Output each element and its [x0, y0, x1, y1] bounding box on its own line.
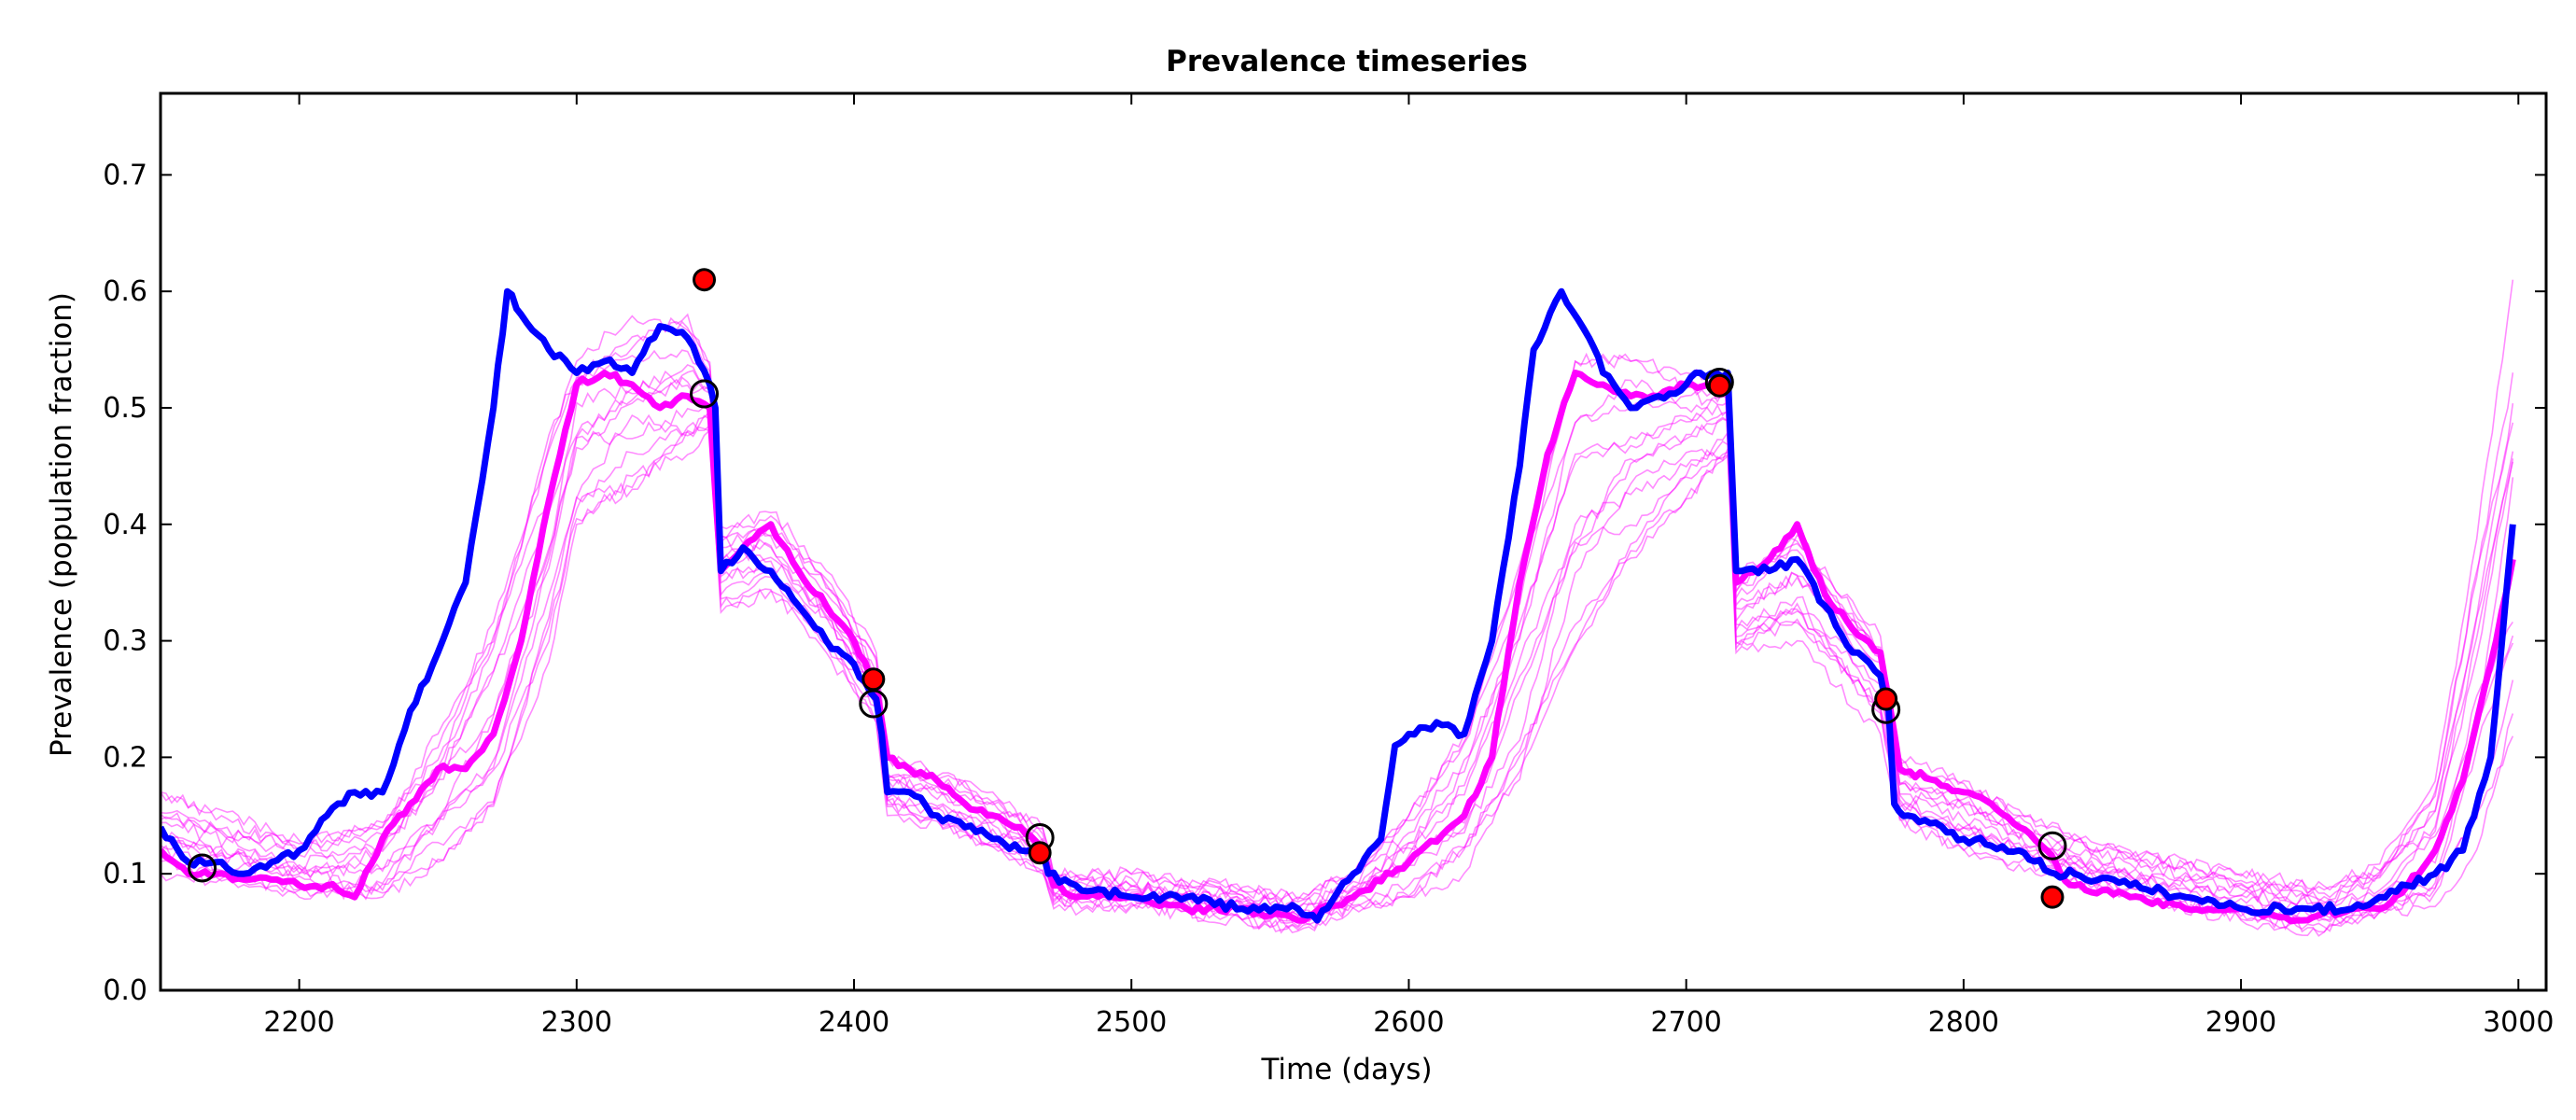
y-tick-label: 0.6 [103, 275, 147, 308]
x-tick-label: 2800 [1928, 1006, 1999, 1039]
ensemble-lines [161, 279, 2514, 937]
red-marker [2040, 885, 2065, 909]
ensemble-line [161, 279, 2514, 902]
ensemble-line [161, 421, 2514, 924]
red-marker [861, 667, 886, 692]
x-tick-label: 3000 [2483, 1006, 2554, 1039]
ensemble-line [161, 370, 2514, 921]
y-tick-label: 0.1 [103, 858, 147, 890]
ensemble-line [161, 376, 2514, 924]
y-tick-label: 0.7 [103, 159, 147, 191]
ensemble-line [161, 313, 2514, 902]
x-tick-label: 2500 [1096, 1006, 1167, 1039]
y-tick-label: 0.3 [103, 625, 147, 658]
x-tick-label: 2900 [2205, 1006, 2276, 1039]
y-tick-label: 0.0 [103, 974, 147, 1007]
main-lines [161, 287, 2516, 925]
open-marker [188, 853, 217, 883]
red-marker [1707, 373, 1731, 398]
y-tick-label: 0.5 [103, 392, 147, 425]
x-tick-label: 2600 [1373, 1006, 1444, 1039]
ensemble-line [161, 363, 2514, 913]
y-tick-label: 0.4 [103, 509, 147, 541]
red-marker [1028, 841, 1052, 865]
red-marker [693, 268, 717, 292]
x-tick-label: 2400 [819, 1006, 889, 1039]
x-axis-label: Time (days) [1260, 1053, 1432, 1086]
plot-area: 2200 2300 2400 2500 2600 2700 2800 2900 3000 0.0… [103, 91, 2554, 1039]
model-mean-line [161, 370, 2516, 925]
x-axis-ticks: 2200 2300 2400 2500 2600 2700 2800 2900 3000 [263, 93, 2554, 1039]
x-tick-label: 2200 [263, 1006, 334, 1039]
ensemble-line [161, 378, 2514, 915]
y-axis-label: Prevalence (population fraction) [45, 292, 78, 757]
simulation-line [161, 287, 2516, 924]
y-tick-label: 0.2 [103, 741, 147, 774]
plot-frame [159, 91, 2548, 992]
x-tick-label: 2300 [541, 1006, 612, 1039]
chart-title: Prevalence timeseries [1166, 45, 1528, 78]
markers [188, 268, 2067, 909]
red-marker [1874, 687, 1898, 711]
y-axis-ticks: 0.0 0.1 0.2 0.3 0.4 0.5 0.6 0.7 [103, 159, 2546, 1007]
open-marker [690, 379, 720, 409]
x-tick-label: 2700 [1650, 1006, 1721, 1039]
open-marker [2037, 831, 2067, 861]
